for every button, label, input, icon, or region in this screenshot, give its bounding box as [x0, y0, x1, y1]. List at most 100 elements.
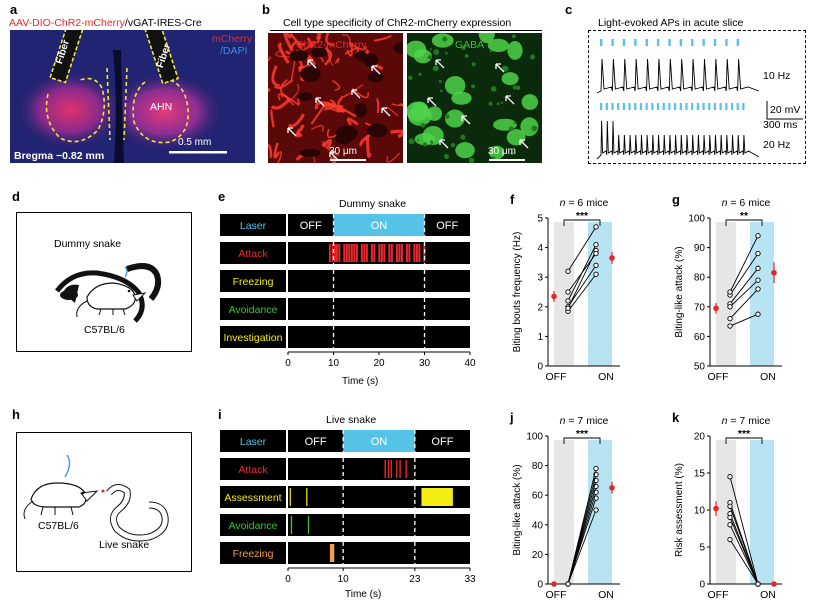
behavior-event	[413, 244, 416, 262]
chart-title: n = 7 mice	[722, 415, 771, 427]
scale-bar-b-right	[489, 159, 525, 161]
raster-row-label: Attack	[238, 248, 268, 260]
chr2-fiber	[338, 104, 357, 118]
chart-svg: g n = 6 mice** 50 60 70 80 90 100 Biting-like at…	[672, 192, 782, 383]
gaba-speck	[489, 50, 492, 53]
raster-row-label: Freezing	[233, 276, 274, 288]
data-point-off	[565, 268, 571, 274]
pair-line	[567, 509, 597, 585]
chr2-fiber	[316, 33, 323, 40]
panel-letter: j	[509, 410, 514, 425]
behavior-event	[307, 516, 310, 534]
chr2-fiber	[295, 131, 303, 138]
gaba-speck	[461, 45, 466, 51]
laser-off-label: OFF	[305, 436, 327, 448]
arrow-marker	[505, 95, 515, 105]
light-pulse-20hz	[713, 103, 717, 110]
gaba-cell	[408, 105, 432, 126]
n-count: = 6 mice	[727, 197, 770, 209]
y-tick-label: 20	[532, 550, 544, 561]
data-point-on	[593, 241, 599, 248]
light-pulse-20hz	[719, 103, 722, 110]
raster-row-label: Assessment	[224, 492, 281, 504]
data-point-off	[727, 304, 733, 310]
light-pulse-20hz	[730, 103, 734, 110]
raster-row-label-bg	[220, 242, 286, 264]
x-tick-label: 10	[338, 574, 350, 585]
light-pulse-20hz	[742, 103, 745, 110]
chart-k: k n = 7 mice *** 0 5 10 15 20 Risk assessment (%…	[662, 408, 812, 608]
data-point-off	[565, 289, 571, 295]
chart-title: n = 6 mice	[560, 197, 609, 209]
light-pulse-20hz	[656, 103, 660, 110]
gaba-speck	[515, 85, 521, 91]
light-pulse-10hz	[600, 39, 603, 46]
behavior-event	[353, 244, 356, 262]
y-tick-label: 5	[699, 543, 705, 554]
raster-row-label-bg	[220, 270, 286, 292]
behavior-event	[335, 244, 338, 262]
arrow-marker	[315, 97, 325, 107]
chr2-fiber	[307, 37, 314, 49]
x-tick-label: 0	[285, 358, 291, 369]
light-pulse-20hz	[600, 103, 603, 110]
legend-mcherry: mCherry	[212, 33, 253, 45]
gaba-speck	[471, 62, 476, 67]
chr2-fiber	[351, 87, 370, 99]
behavior-event	[405, 460, 407, 478]
arrow-marker	[427, 97, 437, 107]
panel-letter-b: b	[262, 2, 270, 17]
data-point-off	[565, 298, 571, 304]
chr2-fiber	[398, 103, 403, 107]
data-point-on	[755, 265, 761, 271]
bar-on	[588, 440, 612, 584]
y-tick-label: 40	[532, 520, 544, 531]
gaba-speck	[460, 134, 466, 140]
chr2-fiber	[310, 125, 324, 132]
raster-i: Laser Attack Assessment Avoidance Freezing OF…	[220, 426, 482, 606]
behavior-event	[421, 488, 453, 506]
light-pulse-20hz	[617, 103, 620, 110]
behavior-event	[390, 244, 393, 262]
y-tick-label: 15	[694, 469, 706, 480]
behavior-event	[384, 460, 386, 478]
legend-dapi: /DAPI	[220, 45, 248, 57]
raster-i-xlabel: Time (s)	[345, 589, 382, 600]
chr2-fiber	[274, 151, 282, 163]
behavior-event	[343, 244, 346, 262]
gaba-speck	[500, 101, 504, 104]
gaba-speck	[433, 48, 440, 55]
n-count: = 7 mice	[565, 415, 608, 427]
mean-point	[551, 581, 557, 587]
chr2-fiber	[346, 43, 353, 57]
construct-text: AAV-DIO-ChR2-mCherry	[9, 17, 125, 29]
n-count: = 6 mice	[565, 197, 608, 209]
category-label: OFF	[546, 589, 567, 601]
gaba-cell	[507, 41, 523, 60]
ahn-label: AHN	[150, 101, 173, 113]
y-axis-label: Risk assessment (%)	[674, 463, 685, 557]
pair-line	[729, 539, 759, 585]
arrow-marker	[287, 127, 297, 137]
scale-label-b-left: 30 μm	[329, 146, 357, 157]
light-pulse-10hz	[725, 39, 728, 46]
chr2-fiber	[270, 97, 292, 110]
pair-line	[729, 524, 759, 585]
panel-e-title: Dummy snake	[339, 198, 407, 210]
pair-line	[729, 253, 759, 296]
raster-e: Laser Attack Freezing Avoidance Investigatio…	[220, 210, 482, 395]
data-point-off	[727, 503, 733, 509]
laser-off-label: OFF	[300, 220, 322, 232]
behavior-event	[328, 244, 331, 262]
hz20-label: 20 Hz	[763, 139, 791, 151]
significance-stars: ***	[576, 210, 589, 222]
data-point-off	[727, 514, 733, 521]
panel-letter: g	[672, 192, 680, 207]
raster-row-track	[288, 270, 470, 292]
light-pulse-20hz	[651, 103, 654, 110]
panel-letter: k	[672, 410, 680, 425]
laser-on-label: ON	[371, 220, 388, 232]
pair-line	[729, 288, 759, 319]
behavior-event	[398, 244, 401, 262]
gaba-speck	[471, 84, 475, 89]
